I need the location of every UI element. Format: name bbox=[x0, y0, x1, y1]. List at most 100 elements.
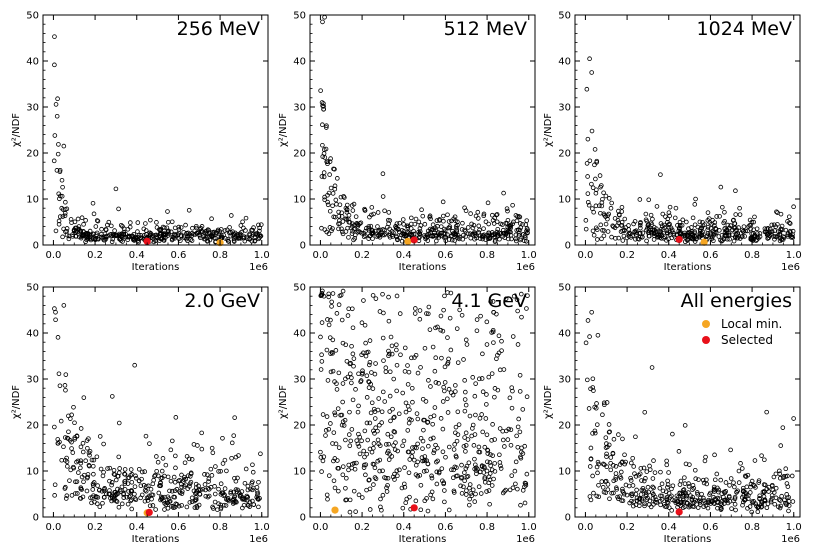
data-point bbox=[490, 329, 496, 335]
data-point bbox=[158, 476, 164, 481]
data-point bbox=[583, 226, 589, 232]
data-point bbox=[321, 101, 326, 106]
scatter-points bbox=[318, 288, 530, 515]
data-point bbox=[400, 443, 405, 449]
data-point bbox=[59, 193, 65, 199]
data-point bbox=[785, 484, 791, 489]
x-tick-label: 0.4 bbox=[396, 522, 412, 533]
data-point bbox=[447, 225, 452, 231]
data-point bbox=[752, 214, 757, 220]
data-point bbox=[146, 483, 151, 489]
data-point bbox=[438, 231, 443, 236]
data-point bbox=[379, 409, 385, 415]
data-point bbox=[778, 498, 783, 503]
data-point bbox=[629, 498, 634, 504]
data-point bbox=[515, 342, 521, 347]
data-point bbox=[66, 233, 72, 239]
data-point bbox=[191, 442, 197, 447]
data-point bbox=[360, 495, 365, 500]
data-point bbox=[342, 195, 347, 200]
data-point bbox=[463, 402, 469, 408]
x-tick-label: 0.4 bbox=[396, 250, 412, 261]
data-point bbox=[235, 475, 240, 481]
data-point bbox=[791, 416, 796, 421]
data-point bbox=[599, 200, 605, 205]
y-tick-label: 40 bbox=[558, 329, 571, 340]
data-point bbox=[748, 237, 754, 242]
data-point bbox=[330, 203, 335, 209]
data-point bbox=[429, 489, 435, 495]
data-point bbox=[503, 487, 508, 493]
data-point bbox=[465, 231, 471, 237]
data-point bbox=[380, 194, 386, 199]
data-point bbox=[463, 449, 468, 454]
data-point bbox=[332, 456, 338, 461]
data-point bbox=[734, 489, 739, 495]
data-point bbox=[487, 501, 492, 507]
x-axis-label: Iterations bbox=[132, 262, 180, 273]
data-point bbox=[599, 236, 604, 242]
data-point bbox=[699, 233, 704, 238]
data-point bbox=[603, 445, 609, 450]
data-point bbox=[470, 375, 476, 380]
data-point bbox=[91, 211, 97, 217]
data-point bbox=[695, 498, 700, 504]
data-point bbox=[643, 211, 649, 217]
data-point bbox=[494, 219, 500, 225]
data-point bbox=[589, 70, 594, 75]
data-point bbox=[240, 505, 245, 511]
data-point bbox=[454, 326, 460, 331]
data-point bbox=[86, 436, 91, 441]
data-point bbox=[769, 493, 775, 498]
data-point bbox=[480, 389, 486, 395]
data-point bbox=[737, 205, 742, 211]
data-point bbox=[786, 495, 791, 500]
data-point bbox=[364, 395, 370, 400]
data-point bbox=[442, 293, 447, 299]
data-point bbox=[756, 478, 762, 483]
data-point bbox=[600, 196, 605, 202]
data-point bbox=[75, 216, 81, 222]
data-point bbox=[604, 451, 609, 457]
data-point bbox=[781, 475, 786, 481]
data-point bbox=[472, 456, 477, 462]
data-point bbox=[85, 472, 91, 477]
data-point bbox=[678, 478, 684, 484]
y-tick-label: 50 bbox=[293, 283, 306, 294]
data-point bbox=[400, 390, 406, 396]
data-point bbox=[212, 499, 218, 505]
data-point bbox=[74, 233, 79, 239]
data-point bbox=[438, 313, 444, 319]
data-point bbox=[473, 468, 479, 473]
data-point bbox=[320, 19, 325, 25]
x-tick-label: 0.0 bbox=[577, 250, 593, 261]
data-point bbox=[107, 491, 113, 497]
data-point bbox=[133, 475, 139, 481]
data-point bbox=[490, 422, 495, 427]
data-point bbox=[343, 216, 349, 222]
data-point bbox=[363, 340, 368, 346]
data-point bbox=[488, 452, 493, 457]
data-point bbox=[732, 496, 738, 502]
data-point bbox=[125, 475, 131, 481]
data-point bbox=[446, 507, 452, 513]
data-point bbox=[323, 433, 328, 438]
data-point bbox=[94, 218, 100, 223]
data-point bbox=[646, 197, 652, 203]
data-point bbox=[736, 225, 741, 230]
data-point bbox=[53, 228, 59, 234]
data-point bbox=[328, 156, 333, 161]
data-point bbox=[488, 299, 493, 304]
data-point bbox=[154, 454, 159, 459]
data-point bbox=[611, 436, 617, 442]
data-point bbox=[723, 480, 729, 485]
data-point bbox=[638, 492, 644, 497]
data-point bbox=[142, 498, 148, 504]
data-point bbox=[192, 498, 198, 504]
data-point bbox=[478, 491, 484, 496]
x-tick-label: 0.6 bbox=[437, 250, 453, 261]
data-point bbox=[522, 500, 528, 506]
data-point bbox=[756, 504, 762, 510]
